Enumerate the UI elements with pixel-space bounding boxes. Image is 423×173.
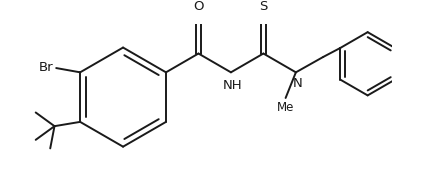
Text: S: S — [259, 0, 268, 12]
Text: Me: Me — [277, 101, 294, 114]
Text: O: O — [193, 0, 204, 12]
Text: Br: Br — [39, 61, 54, 74]
Text: NH: NH — [223, 79, 242, 92]
Text: N: N — [293, 77, 302, 90]
